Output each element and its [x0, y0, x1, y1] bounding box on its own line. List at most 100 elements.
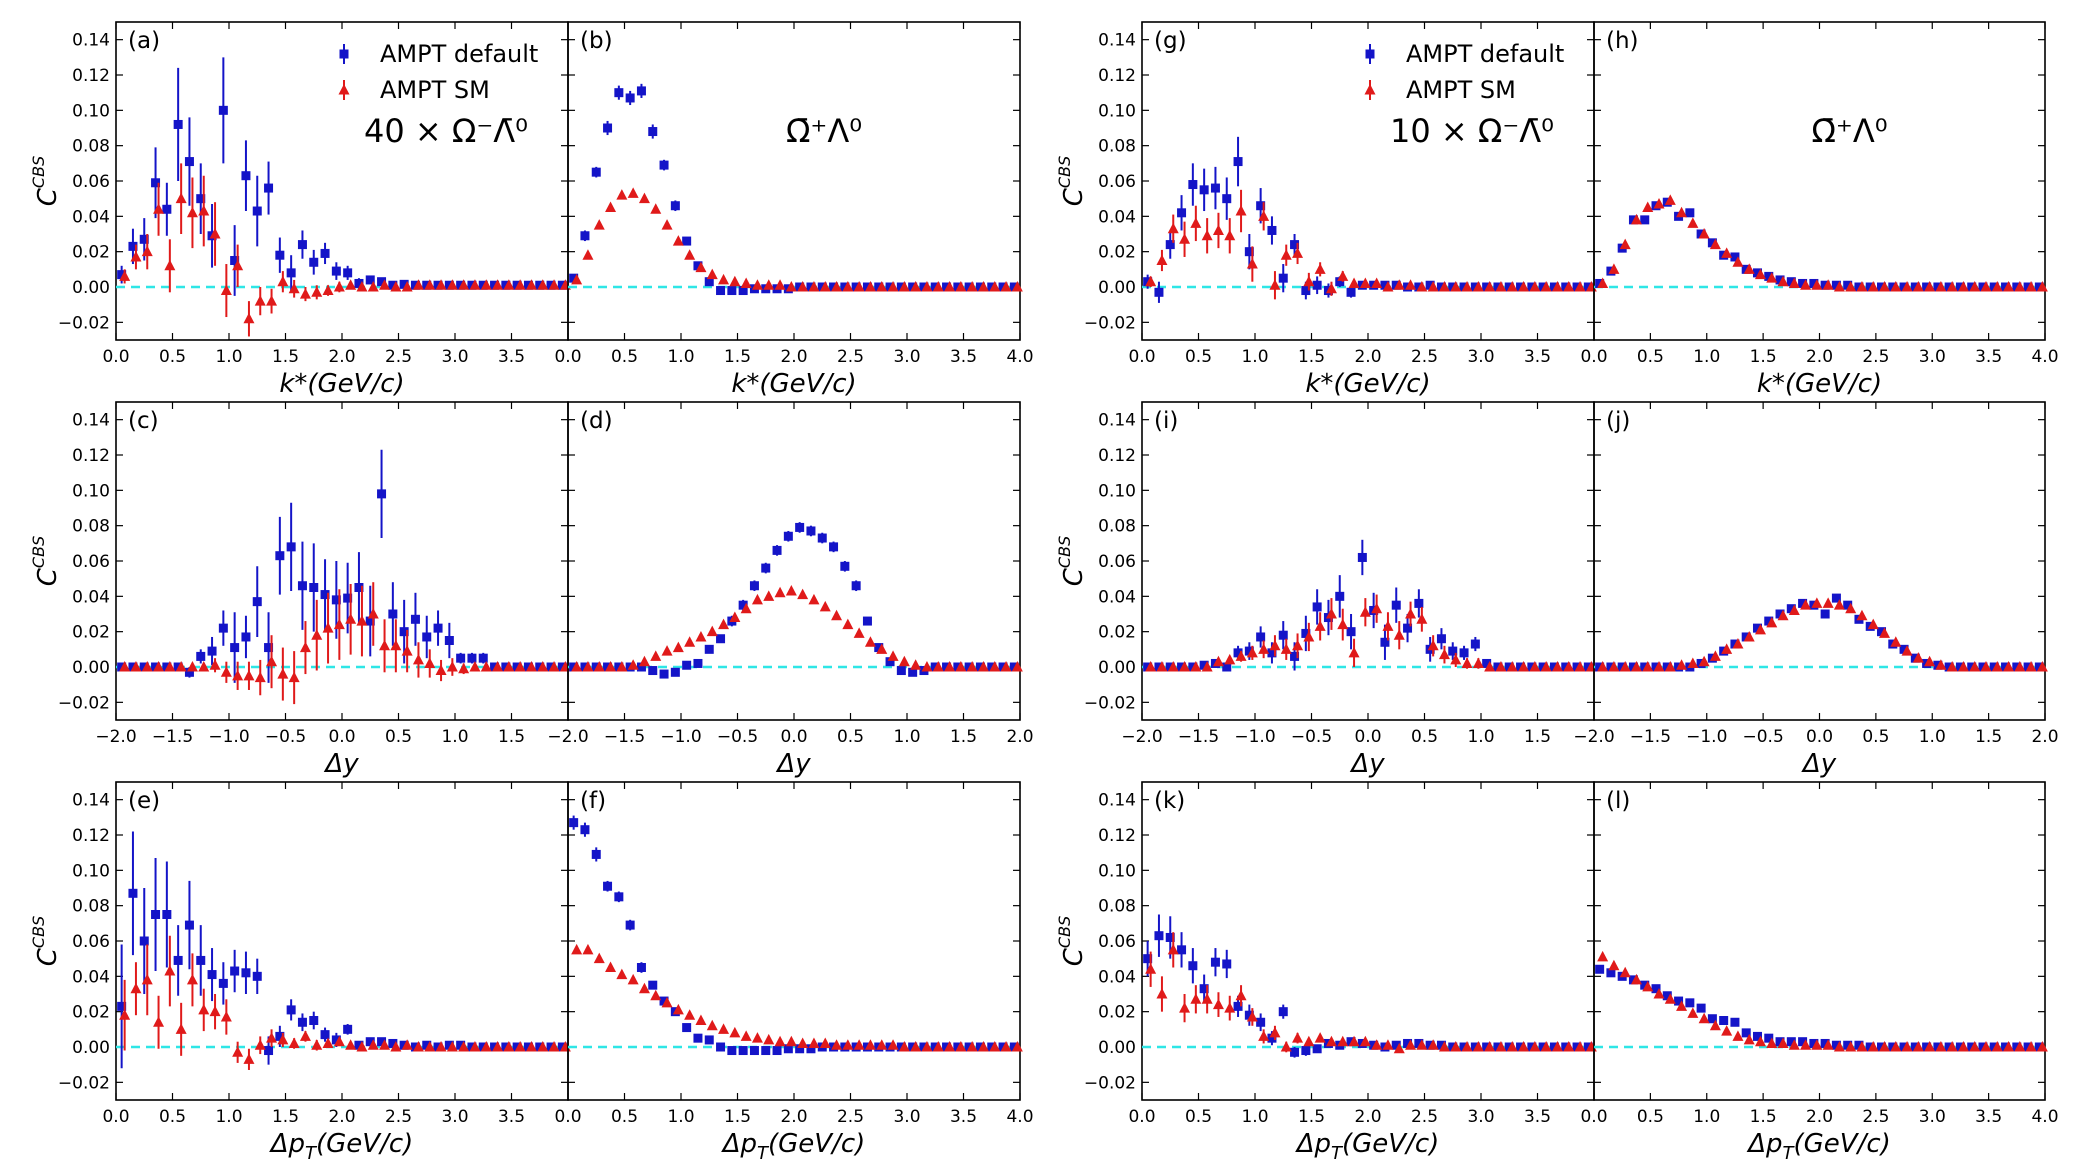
y-axis-label: CCBS: [1055, 536, 1089, 586]
data-point-sm: [1642, 980, 1654, 992]
data-point-default: [151, 910, 161, 919]
data-point-default: [230, 966, 240, 976]
data-point-sm: [1608, 661, 1620, 672]
data-point-default: [1595, 964, 1605, 974]
data-point-default: [1640, 980, 1650, 990]
data-point-default: [817, 533, 827, 543]
data-point-sm: [367, 281, 379, 292]
data-point-default: [184, 667, 194, 677]
y-tick-label: 0.12: [72, 66, 110, 86]
data-point-sm: [1732, 638, 1744, 649]
data-point-sm: [1292, 247, 1304, 258]
data-point-default: [1741, 1028, 1751, 1038]
data-point-default: [1210, 957, 1220, 967]
data-point-sm: [808, 1037, 820, 1048]
data-point-sm: [932, 1041, 944, 1052]
data-point-sm: [1969, 1041, 1981, 1052]
data-point-sm: [356, 281, 368, 292]
x-tick-label: 1.0: [667, 347, 694, 367]
data-point-default: [241, 968, 251, 978]
data-point-sm: [751, 1032, 763, 1043]
data-point-default: [162, 204, 172, 214]
y-tick-label: 0.06: [72, 552, 110, 572]
data-point-default: [1414, 1038, 1424, 1048]
data-point-default: [648, 980, 658, 990]
data-point-sm: [1461, 657, 1473, 668]
legend-marker-default: [1365, 49, 1375, 59]
data-point-sm: [1506, 661, 1518, 672]
data-point-default: [591, 849, 601, 859]
data-point-sm: [718, 618, 730, 630]
data-point-sm: [1664, 194, 1676, 205]
axes-frame: [1141, 401, 1595, 721]
data-point-sm: [1687, 657, 1699, 668]
y-axis-label-base: C: [33, 187, 63, 206]
y-tick-label: 0.14: [72, 31, 110, 51]
data-point-sm: [977, 661, 989, 672]
data-point-default: [670, 667, 680, 677]
data-point-sm: [1167, 661, 1179, 672]
data-point-default: [309, 583, 319, 592]
data-point-default: [207, 646, 217, 656]
data-point-default: [1177, 208, 1187, 218]
panel-a: 0.0 0.5 1.0 1.5 2.0 2.5 3.0 3.5 −0.02 0.00 0.02 0.0…: [29, 21, 571, 399]
data-point-sm: [1788, 604, 1800, 615]
data-point-sm: [277, 1033, 289, 1045]
data-point-sm: [1011, 281, 1023, 292]
data-point-sm: [1224, 229, 1236, 241]
data-point-default: [862, 616, 872, 626]
data-point-default: [478, 653, 488, 663]
x-tick-label: 0.5: [611, 1107, 638, 1127]
data-point-sm: [514, 1041, 526, 1052]
data-point-sm: [977, 281, 989, 292]
data-point-default: [1854, 1040, 1864, 1050]
data-point-sm: [1337, 1035, 1349, 1047]
x-tick-label: −1.0: [208, 727, 249, 747]
data-point-default: [1335, 591, 1345, 601]
y-tick-label: 0.00: [1098, 1038, 1136, 1058]
data-point-default: [196, 955, 206, 965]
data-point-default: [128, 888, 138, 898]
data-point-sm: [831, 609, 843, 621]
x-axis-label: k*(GeV/c): [731, 369, 856, 399]
data-point-default: [1233, 648, 1243, 658]
data-point-default: [388, 1038, 398, 1048]
data-point-default: [704, 277, 714, 287]
data-point-sm: [1574, 1041, 1586, 1052]
x-axis-label: ΔpT(GeV/c): [1295, 1129, 1440, 1164]
data-point-sm: [684, 636, 696, 647]
x-tick-label: 0.0: [780, 727, 807, 747]
data-point-sm: [1901, 1041, 1913, 1052]
data-point-default: [1843, 1040, 1853, 1050]
data-point-sm: [627, 187, 639, 198]
data-point-sm: [966, 1041, 978, 1052]
data-point-sm: [1156, 988, 1168, 999]
data-point-default: [1843, 600, 1853, 610]
data-point-sm: [1957, 661, 1969, 672]
data-point-sm: [853, 281, 865, 292]
axes-frame: [115, 21, 569, 341]
data-point-sm: [175, 1023, 187, 1034]
data-point-sm: [740, 277, 752, 288]
data-point-sm: [469, 279, 481, 290]
data-point-sm: [966, 281, 978, 292]
data-point-sm: [1754, 268, 1766, 280]
y-tick-label: 0.06: [72, 932, 110, 952]
x-tick-label: 3.5: [950, 1107, 977, 1127]
data-point-sm: [288, 671, 300, 683]
y-tick-label: 0.06: [1098, 932, 1136, 952]
data-point-sm: [1280, 1041, 1292, 1052]
data-point-sm: [616, 189, 628, 200]
data-point-sm: [333, 1035, 345, 1047]
data-point-sm: [1811, 1039, 1823, 1050]
x-axis-label: ΔpT(GeV/c): [269, 1129, 414, 1164]
data-point-sm: [1167, 943, 1179, 955]
data-point-default: [1899, 644, 1909, 654]
data-point-default: [456, 1040, 466, 1050]
data-point-sm: [492, 279, 504, 290]
x-axis-label: Δy: [323, 749, 359, 779]
data-point-default: [1798, 598, 1808, 608]
x-tick-label: 1.0: [1693, 1107, 1720, 1127]
y-tick-label: 0.14: [1098, 411, 1136, 431]
